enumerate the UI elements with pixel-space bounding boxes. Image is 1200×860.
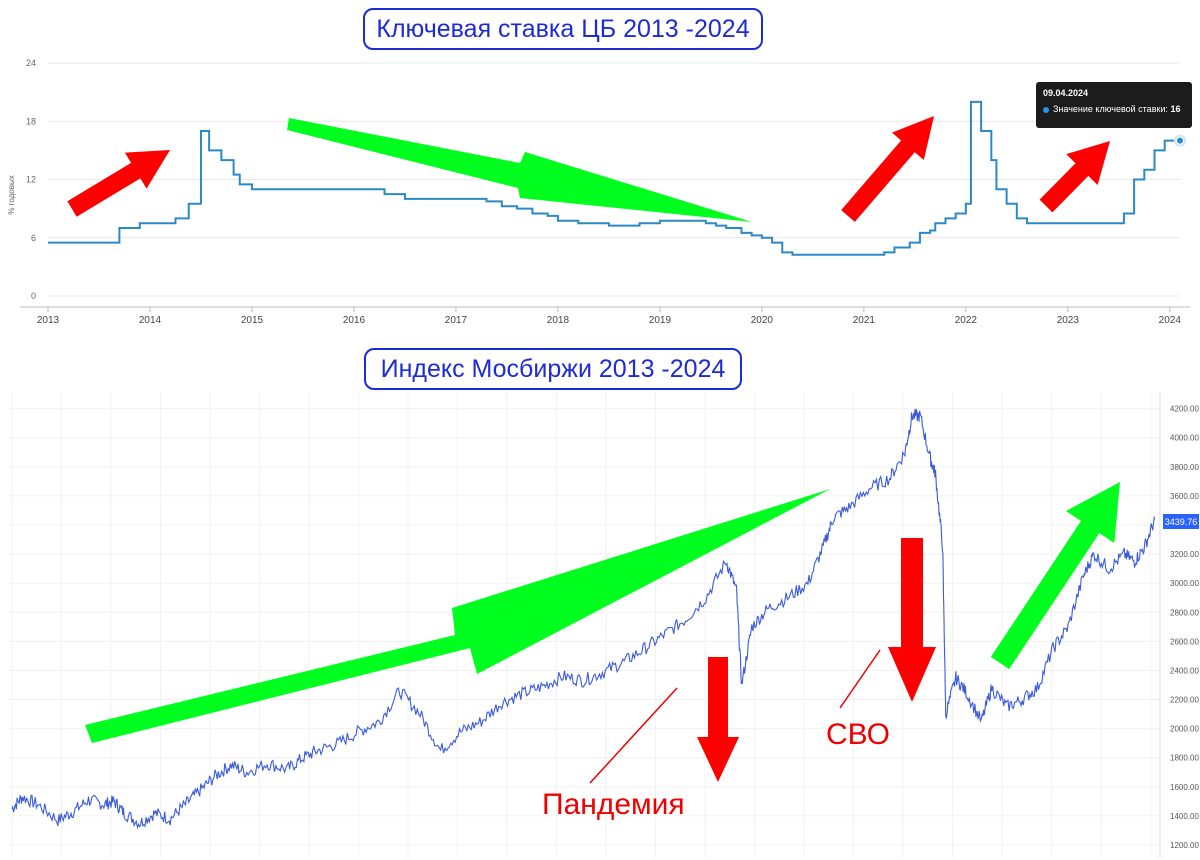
red-up-arrow-2021	[841, 116, 934, 222]
rate-x-tick-label: 2015	[241, 315, 264, 326]
rate-x-tick-label: 2023	[1057, 315, 1080, 326]
rate-x-tick-label: 2013	[37, 315, 60, 326]
index-y-tick-label: 3600.00	[1170, 492, 1199, 501]
rate-tooltip: 09.04.2024 Значение ключевой ставки: 16	[1036, 82, 1192, 128]
red-up-arrow-2023	[1039, 141, 1110, 213]
rate-x-tick-label: 2021	[853, 315, 876, 326]
index-y-tick-label: 1400.00	[1170, 812, 1199, 821]
index-y-tick-label: 4200.00	[1170, 405, 1199, 414]
series-dot-icon	[1043, 106, 1049, 113]
pandemic-pointer-line	[589, 687, 678, 784]
tooltip-row: Значение ключевой ставки: 16	[1043, 104, 1185, 114]
rate-x-tick-label: 2024	[1159, 315, 1182, 326]
tooltip-label: Значение ключевой ставки:	[1053, 104, 1168, 114]
svo-annotation: СВО	[826, 718, 891, 751]
rate-x-tick-label: 2022	[955, 315, 978, 326]
index-y-tick-label: 1200.00	[1170, 841, 1199, 850]
rate-hover-point	[1176, 136, 1184, 145]
rate-y-tick-label: 18	[26, 116, 36, 126]
green-down-arrow-rate	[287, 118, 752, 222]
red-up-arrow-2014	[67, 150, 170, 217]
index-y-tick-label: 2800.00	[1170, 608, 1199, 617]
tooltip-value: 16	[1170, 104, 1181, 114]
tooltip-date: 09.04.2024	[1043, 88, 1089, 98]
index-y-tick-label: 3800.00	[1170, 463, 1199, 472]
index-chart-title: Индекс Мосбиржи 2013 -2024	[364, 348, 742, 390]
index-y-tick-label: 1600.00	[1170, 783, 1199, 792]
index-y-tick-label: 2400.00	[1170, 666, 1199, 675]
index-y-tick-label: 3000.00	[1170, 579, 1199, 588]
index-y-tick-label: 2600.00	[1170, 637, 1199, 646]
rate-y-tick-label: 0	[31, 291, 36, 301]
index-y-tick-label: 2200.00	[1170, 696, 1199, 705]
rate-y-tick-label: 24	[26, 58, 36, 68]
rate-x-tick-label: 2016	[343, 315, 366, 326]
red-down-arrow-pandemic	[697, 657, 739, 782]
index-y-tick-label: 2000.00	[1170, 725, 1199, 734]
rate-x-tick-label: 2017	[445, 315, 468, 326]
green-up-arrow-long	[85, 489, 830, 743]
rate-x-tick-label: 2014	[139, 315, 162, 326]
pandemic-annotation: Пандемия	[542, 788, 685, 821]
last-price-badge: 3439.76	[1163, 514, 1199, 529]
rate-x-tick-label: 2018	[547, 315, 570, 326]
index-y-tick-label: 4000.00	[1170, 434, 1199, 443]
rate-x-tick-label: 2019	[649, 315, 672, 326]
index-y-tick-label: 1800.00	[1170, 754, 1199, 763]
rate-y-axis-label: % годовых	[7, 175, 16, 214]
rate-y-tick-label: 6	[31, 233, 36, 243]
rate-chart-title: Ключевая ставка ЦБ 2013 -2024	[363, 8, 763, 50]
green-up-arrow-2023	[990, 482, 1120, 670]
rate-y-tick-label: 12	[26, 175, 36, 185]
index-line	[11, 407, 1156, 830]
rate-x-tick-label: 2020	[751, 315, 774, 326]
red-down-arrow-svo	[888, 538, 936, 702]
index-y-tick-label: 3200.00	[1170, 550, 1199, 559]
svo-pointer-line	[839, 649, 881, 709]
rate-line	[48, 100, 1180, 256]
